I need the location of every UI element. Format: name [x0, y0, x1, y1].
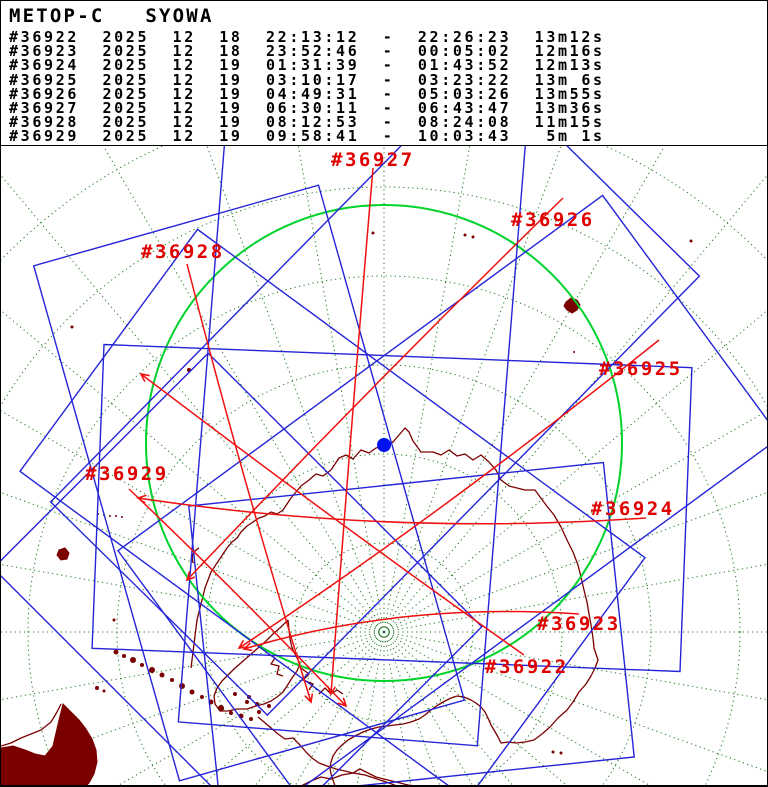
- pass-label-layer: #36922 #36923 #36924 #36925 #36926 #36927 #369…: [85, 149, 683, 678]
- latitude-ring: [205, 453, 563, 786]
- ground-track-36924: [138, 498, 647, 525]
- pass-row[interactable]: #36925 2025 12 19 03:10:17 - 03:23:22 13…: [9, 70, 605, 89]
- island-dot: [218, 705, 224, 711]
- island-dot: [573, 351, 575, 353]
- latitude-ring: [116, 364, 652, 786]
- pass-label-36925: #36925: [599, 358, 683, 380]
- island-dot: [551, 750, 555, 754]
- coastline-path: [191, 547, 200, 564]
- meridian-line: [383, 309, 767, 633]
- island-dot: [122, 654, 126, 658]
- coastline-path: [190, 469, 332, 669]
- swath-outline-36926: [49, 61, 701, 717]
- island-dot: [112, 618, 116, 622]
- ground-track-36927: [331, 167, 374, 694]
- island-dot: [463, 233, 467, 237]
- meridian-line: [383, 631, 474, 786]
- ground-track-36922: [141, 374, 525, 656]
- pass-label-36927: #36927: [331, 149, 415, 171]
- island-dot: [249, 717, 253, 721]
- coastline-path: [329, 427, 599, 786]
- track-layer: [128, 167, 660, 706]
- visibility-circle-layer: [145, 204, 623, 682]
- island-dot: [229, 711, 233, 715]
- meridian-line: [383, 631, 514, 786]
- island-dot: [267, 704, 271, 708]
- satellite-station-title: METOP-C SYOWA: [9, 5, 214, 27]
- latitude-ring: [27, 275, 741, 786]
- ground-track-36929: [128, 488, 346, 706]
- pass-row[interactable]: #36922 2025 12 18 22:13:12 - 22:26:23 13…: [9, 28, 605, 46]
- swath-outline-36924: [91, 343, 693, 673]
- ground-track-36928: [186, 263, 311, 702]
- latitude-ring: [294, 542, 474, 722]
- meridian-line: [383, 631, 652, 786]
- ground-track-36926: [187, 197, 564, 580]
- meridian-line: [383, 631, 767, 701]
- island-dot: [245, 700, 249, 704]
- swath-outline-36925: [117, 194, 767, 786]
- station-layer: [377, 438, 391, 452]
- island-dot: [200, 695, 204, 699]
- pass-list: #36922 2025 12 18 22:13:12 - 22:26:23 13…: [9, 28, 759, 146]
- pass-row[interactable]: #36927 2025 12 19 06:30:11 - 06:43:47 13…: [9, 99, 605, 118]
- swath-outline-36929: [1, 352, 483, 786]
- island-dot: [689, 239, 693, 243]
- ground-track-36925: [239, 339, 660, 648]
- island-dot: [130, 657, 136, 663]
- island-dot: [113, 649, 119, 655]
- swath-outline-36923: [188, 461, 635, 786]
- landmass-filled: [56, 547, 70, 561]
- island-dot: [257, 710, 261, 714]
- coastline-path: [300, 772, 398, 786]
- pass-row[interactable]: #36924 2025 12 19 01:31:39 - 01:43:52 12…: [9, 56, 605, 75]
- island-dot: [471, 235, 475, 239]
- pass-label-36928: #36928: [141, 241, 225, 263]
- pass-label-36929: #36929: [85, 463, 169, 485]
- station-marker[interactable]: [377, 438, 391, 452]
- island-dot: [121, 516, 123, 518]
- meridian-line: [383, 1, 615, 633]
- coastline-path: [213, 619, 301, 712]
- meridian-line: [383, 631, 767, 772]
- swath-outline-36922: [19, 228, 646, 786]
- island-dot: [189, 689, 195, 695]
- pass-row[interactable]: #36926 2025 12 19 04:49:31 - 05:03:26 13…: [9, 84, 605, 103]
- meridian-line: [383, 563, 767, 633]
- coastline-path: [257, 716, 416, 786]
- island-dot: [233, 692, 237, 696]
- coastline-layer: [1, 231, 693, 786]
- pass-label-36922: #36922: [485, 656, 569, 678]
- swath-outline-36928: [32, 184, 466, 782]
- meridian-line: [383, 631, 412, 786]
- coastline-path: [1, 703, 62, 747]
- meridian-line: [383, 631, 569, 786]
- pass-row[interactable]: #36923 2025 12 18 23:52:46 - 00:05:02 12…: [9, 42, 605, 61]
- pass-row[interactable]: #36928 2025 12 19 08:12:53 - 08:24:08 11…: [9, 113, 605, 132]
- visibility-circle: [145, 204, 623, 682]
- pass-row[interactable]: #36929 2025 12 19 09:58:41 - 10:03:43 5m…: [9, 127, 605, 146]
- island-dot: [115, 515, 117, 517]
- island-dot: [159, 672, 165, 678]
- pass-label-36923: #36923: [537, 613, 621, 635]
- pass-label-36926: #36926: [511, 209, 595, 231]
- island-dot: [95, 686, 99, 690]
- island-dot: [170, 678, 174, 682]
- pass-prediction-header: METOP-C SYOWA #36922 2025 12 18 22:13:12…: [1, 1, 767, 146]
- pass-label-36924: #36924: [591, 498, 675, 520]
- landmass-filled: [1, 703, 98, 786]
- island-dot: [140, 663, 144, 667]
- island-dot: [559, 751, 563, 755]
- island-dot: [149, 667, 155, 673]
- island-dot: [70, 325, 74, 329]
- island-dot: [371, 231, 375, 235]
- ground-track-36923: [244, 610, 580, 649]
- island-dot: [102, 689, 106, 693]
- island-dot: [109, 515, 111, 517]
